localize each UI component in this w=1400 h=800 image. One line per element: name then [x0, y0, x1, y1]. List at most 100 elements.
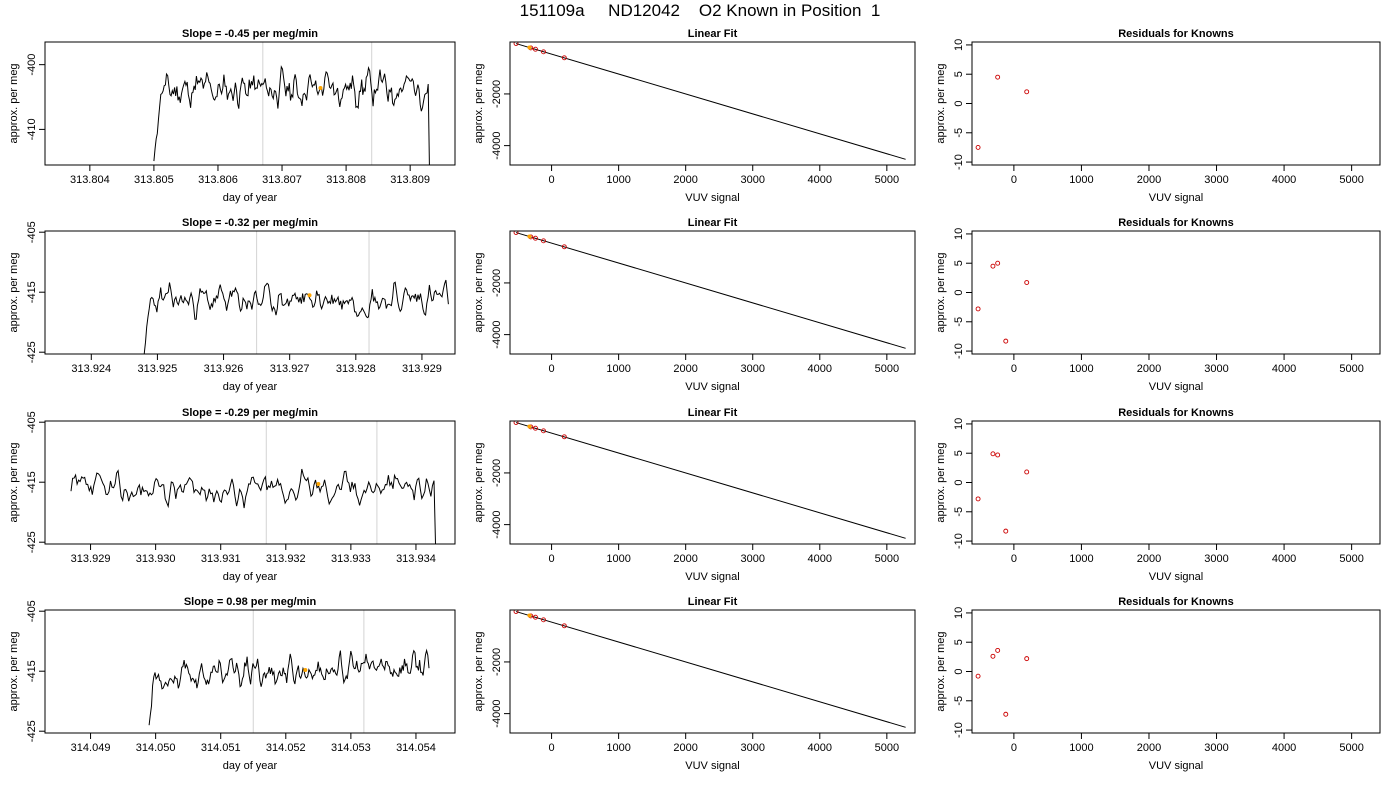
x-tick-label: 313.929: [402, 363, 442, 375]
x-tick-label: 313.927: [270, 363, 310, 375]
y-tick-label: -4000: [491, 132, 503, 160]
y-tick-label: 5: [953, 71, 965, 77]
plot-area: [513, 231, 906, 349]
highlight-point: [303, 668, 308, 672]
plot-frame: [509, 230, 916, 355]
data-point: [541, 238, 546, 244]
y-tick-label: 5: [953, 450, 965, 456]
x-tick-label: 2000: [1137, 553, 1161, 565]
chart-panel: Slope = -0.45 per meg/min 313.804 313.805 3…: [8, 28, 456, 204]
x-axis-label: VUV signal: [685, 760, 739, 772]
plot-area: [143, 279, 449, 354]
y-tick-label: 10: [953, 418, 965, 430]
y-tick-label: -405: [26, 411, 38, 433]
x-tick-label: 1000: [606, 174, 630, 186]
data-point: [561, 55, 567, 61]
y-tick-label: -415: [26, 281, 38, 303]
chart-panel: Slope = -0.29 per meg/min 313.929 313.930 3…: [8, 407, 456, 583]
chart-panel: Residuals for Knowns 0 1000 2000 3000 4000 500…: [935, 28, 1381, 204]
chart-title: Linear Fit: [688, 407, 738, 419]
highlight-point: [527, 613, 532, 618]
x-tick-label: 0: [549, 553, 555, 565]
x-tick-label: 313.809: [390, 174, 430, 186]
data-point: [513, 421, 519, 425]
x-tick-label: 313.808: [326, 174, 366, 186]
y-tick-label: -10: [953, 343, 965, 359]
data-point: [975, 496, 981, 502]
y-tick-label: -10: [953, 722, 965, 738]
y-axis-label: approx. per meg: [935, 631, 947, 711]
plot-frame: [971, 609, 1381, 734]
x-tick-label: 4000: [808, 553, 832, 565]
y-axis-label: approx. per meg: [473, 442, 485, 522]
y-axis-label: approx. per meg: [935, 442, 947, 522]
x-tick-label: 2000: [673, 174, 697, 186]
x-tick-label: 0: [1011, 553, 1017, 565]
y-tick-label: 10: [953, 39, 965, 51]
chart-panel: Slope = -0.32 per meg/min 313.924 313.925 3…: [8, 217, 456, 393]
x-tick-label: 313.934: [396, 553, 436, 565]
data-point: [995, 260, 1001, 266]
y-tick-label: -425: [26, 720, 38, 742]
x-axis-label: VUV signal: [685, 381, 739, 393]
data-point: [995, 647, 1001, 653]
plot-area: [975, 74, 1030, 150]
data-point: [541, 49, 546, 55]
chart-panel: Linear Fit 0 1000 2000 3000 4000 5000 -2000 -400…: [473, 28, 916, 204]
plot-area: [513, 42, 906, 160]
data-point: [975, 673, 981, 679]
x-tick-label: 4000: [808, 174, 832, 186]
y-tick-label: -2000: [491, 80, 503, 108]
x-tick-label: 313.930: [136, 553, 176, 565]
y-tick-label: -2000: [491, 648, 503, 676]
plot-area: [975, 451, 1030, 534]
x-tick-label: 0: [1011, 174, 1017, 186]
y-tick-label: -405: [26, 600, 38, 622]
x-tick-label: 313.806: [198, 174, 238, 186]
x-tick-label: 4000: [1272, 363, 1296, 375]
x-tick-label: 313.926: [204, 363, 244, 375]
data-point: [533, 46, 538, 52]
x-axis-label: day of year: [223, 571, 278, 583]
plot-area: [513, 610, 906, 728]
series-line: [153, 65, 430, 165]
x-tick-label: 314.054: [396, 742, 436, 754]
y-tick-label: -5: [953, 696, 965, 706]
data-point: [561, 434, 567, 440]
x-tick-label: 4000: [1272, 742, 1296, 754]
x-tick-label: 2000: [673, 553, 697, 565]
plot-frame: [971, 230, 1381, 355]
y-tick-label: -10: [953, 533, 965, 549]
data-point: [990, 653, 996, 659]
chart-title: Residuals for Knowns: [1118, 217, 1234, 229]
plot-frame: [44, 41, 456, 166]
plot-area: [513, 421, 906, 539]
x-tick-label: 0: [549, 363, 555, 375]
x-tick-label: 1000: [606, 553, 630, 565]
x-tick-label: 5000: [875, 363, 899, 375]
fit-line: [515, 611, 906, 728]
chart-title: Slope = -0.45 per meg/min: [182, 28, 318, 40]
highlight-point: [527, 45, 532, 50]
y-axis-label: approx. per meg: [8, 252, 20, 332]
fit-line: [515, 232, 906, 349]
x-axis-label: day of year: [223, 760, 278, 772]
plot-area: [70, 468, 436, 544]
x-tick-label: 314.051: [201, 742, 241, 754]
highlight-point: [318, 85, 323, 90]
x-tick-label: 5000: [1339, 363, 1363, 375]
page-title: 151109a ND12042 O2 Known in Position 1: [519, 1, 881, 20]
data-point: [975, 144, 981, 150]
data-point: [513, 610, 519, 614]
y-tick-label: 0: [953, 668, 965, 674]
y-axis-label: approx. per meg: [473, 63, 485, 143]
plot-area: [975, 647, 1030, 717]
x-tick-label: 313.929: [71, 553, 111, 565]
x-axis-label: VUV signal: [1149, 381, 1203, 393]
y-tick-label: -10: [953, 154, 965, 170]
x-tick-label: 313.932: [266, 553, 306, 565]
y-tick-label: -4000: [491, 321, 503, 349]
data-point: [513, 42, 519, 46]
chart-title: Residuals for Knowns: [1118, 28, 1234, 40]
x-tick-label: 313.807: [262, 174, 302, 186]
